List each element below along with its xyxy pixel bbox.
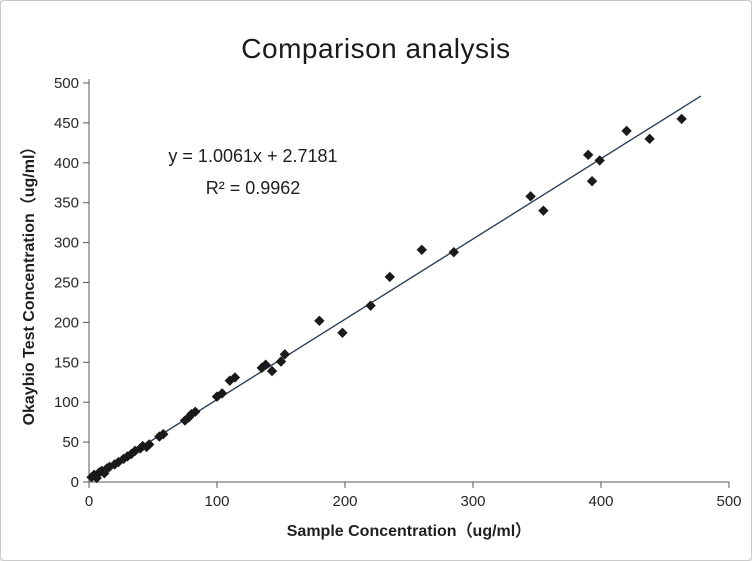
scatter-point xyxy=(586,175,598,187)
x-tick-label: 300 xyxy=(460,493,485,510)
y-tick-label: 300 xyxy=(54,235,79,252)
scatter-point xyxy=(211,391,223,402)
scatter-point xyxy=(525,191,536,202)
r-squared-value: R² = 0.9962 xyxy=(205,177,301,198)
y-tick-label: 450 xyxy=(54,115,79,132)
y-tick-label: 250 xyxy=(54,275,79,292)
scatter-point xyxy=(365,300,376,311)
scatter-point xyxy=(190,406,201,417)
y-tick-label: 0 xyxy=(71,474,79,491)
scatter-point xyxy=(644,133,655,145)
scatter-point xyxy=(448,246,459,258)
scatter-point xyxy=(337,327,348,338)
scatter-point xyxy=(260,359,271,370)
scatter-point xyxy=(279,349,291,360)
scatter-point xyxy=(416,244,427,255)
x-axis-title: Sample Concentration（ug/ml） xyxy=(286,523,532,540)
chart-title: Comparison analysis xyxy=(241,33,511,64)
y-tick-label: 100 xyxy=(54,394,79,411)
scatter-point xyxy=(143,439,155,450)
scatter-point xyxy=(384,271,395,283)
y-tick-label: 500 xyxy=(54,75,79,92)
x-tick-label: 200 xyxy=(332,493,357,510)
scatter-point xyxy=(594,155,605,166)
scatter-point xyxy=(676,113,687,125)
scatter-point xyxy=(538,205,549,216)
scatter-point xyxy=(183,412,195,423)
x-tick-label: 0 xyxy=(85,493,93,510)
scatter-point xyxy=(158,428,169,440)
scatter-point xyxy=(118,453,129,465)
y-axis-title: Okaybio Test Concentration（ug/ml） xyxy=(21,138,38,426)
trend-line xyxy=(88,95,702,481)
x-tick-label: 100 xyxy=(204,493,229,510)
y-tick-label: 200 xyxy=(54,314,79,331)
y-tick-label: 350 xyxy=(54,195,79,212)
x-tick-label: 500 xyxy=(716,493,741,510)
y-tick-label: 150 xyxy=(54,354,79,371)
scatter-point xyxy=(583,149,594,161)
scatter-point xyxy=(216,388,228,399)
scatter-point xyxy=(229,372,241,383)
scatter-point xyxy=(621,125,632,137)
scatter-point xyxy=(314,315,325,327)
trendline-equation: y = 1.0061x + 2.7181 xyxy=(168,146,338,166)
scatter-point xyxy=(275,356,287,367)
y-tick-label: 50 xyxy=(62,434,79,451)
x-tick-label: 400 xyxy=(588,493,613,510)
y-tick-label: 400 xyxy=(54,155,79,172)
scatter-point xyxy=(109,459,120,470)
scatter-point xyxy=(266,365,278,377)
trendline-annotation: y = 1.0061x + 2.7181 R² = 0.9962 xyxy=(123,141,383,204)
